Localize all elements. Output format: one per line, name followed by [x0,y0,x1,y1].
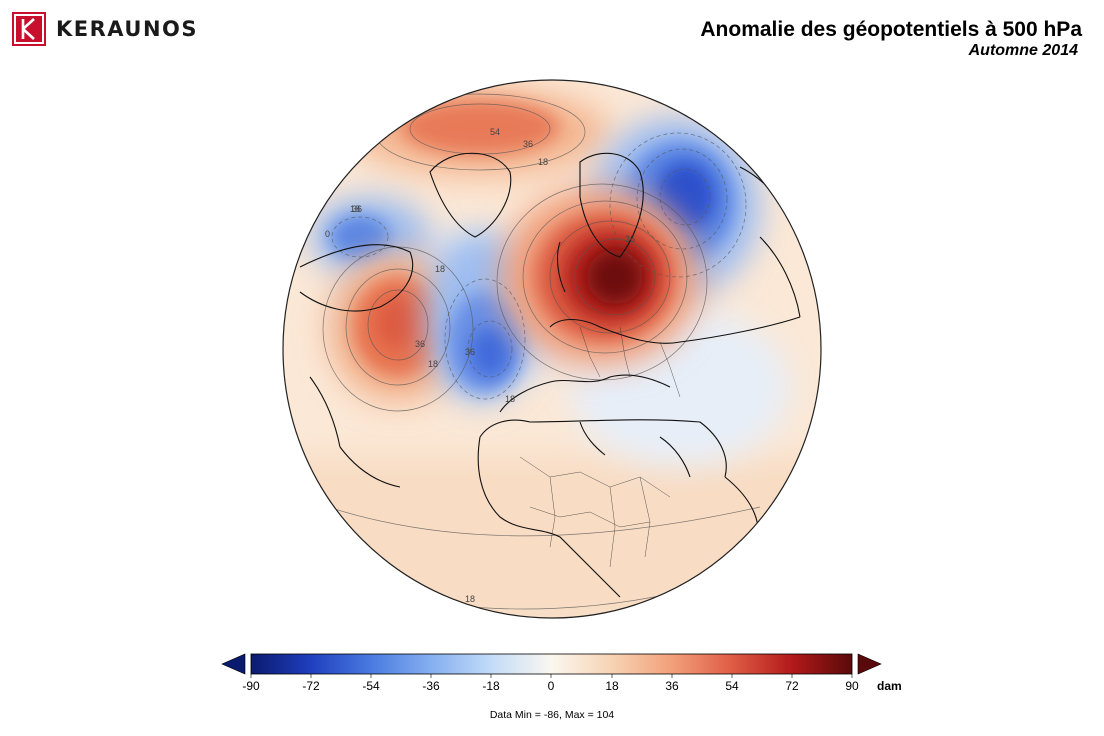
colorbar-max-arrow [857,653,882,675]
colorbar-svg [221,653,882,678]
colorbar-unit: dam [877,679,902,693]
colorbar-tick-label: 54 [725,679,739,693]
contour-labels: 54 36 18 0 36 18 36 18 36 18 36 18 18 [325,127,635,604]
colorbar-tick-label: -72 [302,679,320,693]
colorbar-tick-label: 18 [605,679,619,693]
contour-label: 18 [435,264,445,274]
contour-label: 0 [325,229,330,239]
colorbar-min-arrow [221,653,246,675]
brand-name: KERAUNOS [56,17,198,41]
colorbar-gradient [250,653,853,675]
keraunos-logo-icon [12,12,46,46]
map-title: Anomalie des géopotentiels à 500 hPa [700,18,1082,41]
globe-outline [282,79,822,619]
colorbar-tick-label: 36 [665,679,679,693]
contour-label: 18 [538,157,548,167]
map-subtitle: Automne 2014 [968,42,1078,59]
colorbar-tick-label: 0 [547,679,555,693]
colorbar [218,650,888,730]
contour-label: 36 [415,339,425,349]
colorbar-tick-label: -54 [362,679,380,693]
country-borders [519,326,681,568]
colorbar-tick-label: 90 [845,679,859,693]
brand-logo: KERAUNOS [12,12,198,46]
contour-label: 36 [625,234,635,244]
colorbar-tick-label: -90 [242,679,260,693]
colorbar-tick-label: -36 [422,679,440,693]
colorbar-ticks [250,674,853,678]
data-min-max-text: Data Min = -86, Max = 104 [489,709,615,721]
scandinavia-high-anomaly [500,187,700,367]
colorbar-tick-label: 72 [785,679,799,693]
contour-label: 18 [350,204,360,214]
contour-label: 36 [465,347,475,357]
contour-label: 36 [523,139,533,149]
contour-label: 18 [465,594,475,604]
contour-label: 18 [505,394,515,404]
globe-svg: 54 36 18 0 36 18 36 18 36 18 36 18 18 [282,79,822,619]
contour-label: 18 [428,359,438,369]
contour-label: 36 [352,204,362,214]
colorbar-tick-label: -18 [482,679,500,693]
anomaly-globe-map: 54 36 18 0 36 18 36 18 36 18 36 18 18 [280,77,824,621]
greenland-high-anomaly [350,87,610,177]
contour-label: 54 [490,127,500,137]
